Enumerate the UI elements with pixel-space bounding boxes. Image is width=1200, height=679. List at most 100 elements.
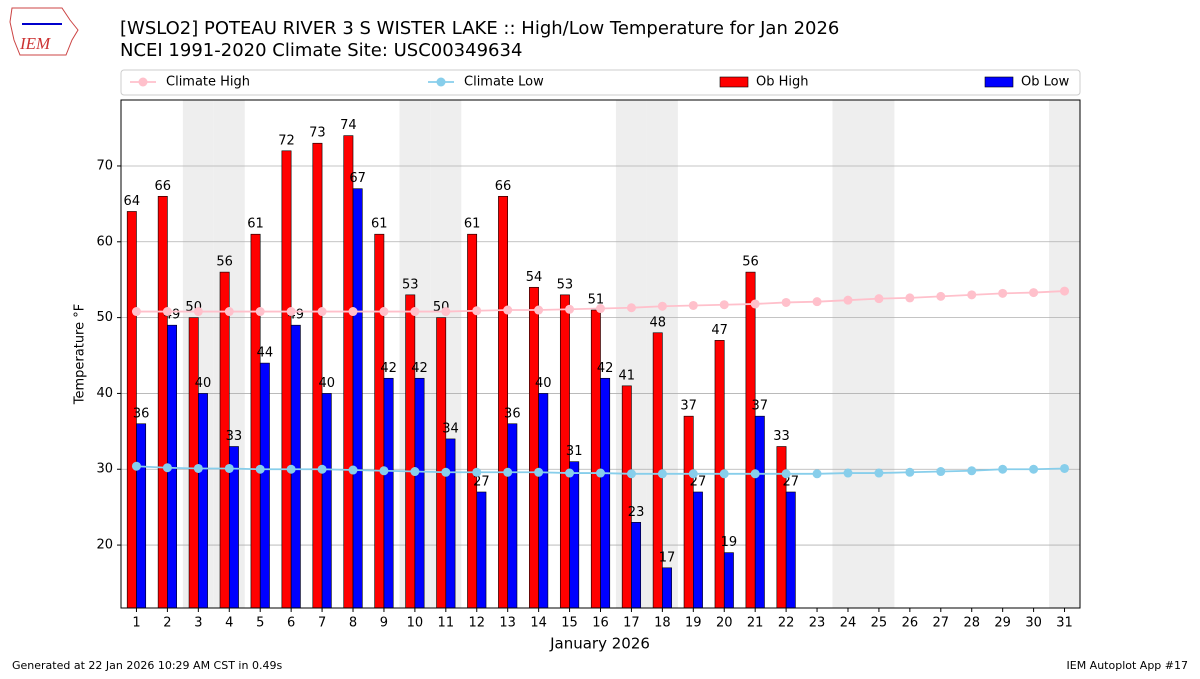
- x-tick-label: 23: [809, 616, 826, 631]
- x-tick-label: 31: [1056, 616, 1073, 631]
- bar: [436, 317, 447, 609]
- line-marker: [348, 307, 358, 317]
- line-marker: [162, 307, 172, 317]
- y-tick-label: 40: [96, 386, 113, 401]
- line-marker: [131, 307, 141, 317]
- x-tick-label: 19: [685, 616, 702, 631]
- line-marker: [348, 465, 358, 475]
- legend-swatch: [984, 76, 1014, 88]
- bar: [498, 195, 508, 609]
- chart-title: [WSLO2] POTEAU RIVER 3 S WISTER LAKE :: …: [120, 18, 839, 39]
- value-label: 56: [742, 255, 759, 270]
- bar: [631, 522, 642, 609]
- line-marker: [379, 466, 389, 476]
- value-label: 47: [711, 323, 728, 338]
- bar: [476, 491, 487, 609]
- bar: [529, 286, 539, 609]
- bar: [281, 150, 292, 609]
- legend-label: Climate Low: [464, 75, 544, 90]
- value-label: 42: [597, 361, 614, 376]
- bar: [745, 271, 756, 609]
- line-marker: [750, 469, 760, 479]
- bar: [383, 377, 394, 609]
- value-label: 54: [526, 270, 543, 285]
- value-label: 33: [226, 429, 243, 444]
- y-tick-label: 50: [96, 310, 113, 325]
- line-marker: [1060, 286, 1070, 296]
- value-label: 33: [773, 429, 790, 444]
- line-marker: [286, 307, 296, 317]
- value-label: 66: [495, 179, 512, 194]
- line-marker: [1029, 288, 1039, 298]
- value-label: 19: [721, 535, 738, 550]
- y-tick-label: 60: [96, 234, 113, 249]
- value-label: 40: [535, 376, 552, 391]
- bar: [250, 233, 261, 609]
- line-marker: [534, 467, 544, 477]
- weekend-shade: [863, 100, 895, 608]
- x-tick-label: 18: [654, 616, 671, 631]
- line-marker: [472, 306, 482, 316]
- line-marker: [596, 468, 605, 478]
- bar: [662, 567, 672, 609]
- value-label: 23: [628, 505, 645, 520]
- y-tick-label: 20: [96, 538, 113, 553]
- x-tick-label: 10: [407, 616, 424, 631]
- bar: [374, 233, 385, 609]
- line-marker: [626, 303, 636, 313]
- value-label: 73: [309, 126, 326, 141]
- y-tick-label: 30: [96, 462, 113, 477]
- y-tick-label: 70: [96, 158, 113, 173]
- logo: IEM: [9, 7, 79, 56]
- legend-frame: [120, 69, 1081, 96]
- line-marker: [565, 468, 575, 478]
- line-marker: [379, 307, 389, 317]
- value-label: 61: [464, 217, 481, 232]
- x-tick-label: 9: [380, 616, 388, 631]
- legend-marker: [138, 77, 148, 87]
- line-marker: [719, 469, 729, 479]
- value-label: 17: [659, 550, 676, 565]
- bar: [621, 385, 632, 609]
- bar: [157, 195, 168, 609]
- x-tick-label: 15: [561, 616, 578, 631]
- line-marker: [781, 297, 791, 307]
- value-label: 48: [649, 315, 666, 330]
- bar: [259, 362, 270, 609]
- line-marker: [1029, 464, 1039, 474]
- x-tick-label: 5: [256, 616, 264, 631]
- line-marker: [596, 304, 605, 314]
- line-marker: [936, 291, 946, 301]
- value-label: 34: [442, 421, 459, 436]
- x-tick-label: 1: [132, 616, 140, 631]
- bar: [538, 393, 549, 609]
- x-tick-label: 27: [933, 616, 950, 631]
- line-marker: [874, 468, 884, 478]
- line-marker: [905, 467, 915, 477]
- value-label: 51: [588, 293, 605, 308]
- legend-swatch: [719, 76, 749, 88]
- line-marker: [193, 463, 203, 473]
- value-label: 36: [504, 406, 521, 421]
- value-label: 53: [557, 277, 574, 292]
- line-marker: [410, 307, 420, 317]
- legend-label: Climate High: [166, 75, 250, 90]
- line-marker: [812, 469, 822, 479]
- value-label: 74: [340, 118, 357, 133]
- line-marker: [843, 468, 853, 478]
- weekend-shade: [1049, 100, 1080, 608]
- x-tick-label: 28: [963, 616, 980, 631]
- line-marker: [657, 301, 667, 311]
- line-marker: [317, 464, 327, 474]
- x-tick-label: 26: [902, 616, 919, 631]
- legend-label: Ob Low: [1021, 75, 1070, 90]
- line-marker: [131, 461, 141, 471]
- line-marker: [750, 299, 760, 309]
- x-tick-label: 2: [163, 616, 171, 631]
- line-marker: [472, 467, 482, 477]
- bar: [683, 415, 694, 609]
- value-label: 67: [349, 171, 366, 186]
- x-tick-label: 12: [468, 616, 485, 631]
- line-marker: [812, 297, 822, 307]
